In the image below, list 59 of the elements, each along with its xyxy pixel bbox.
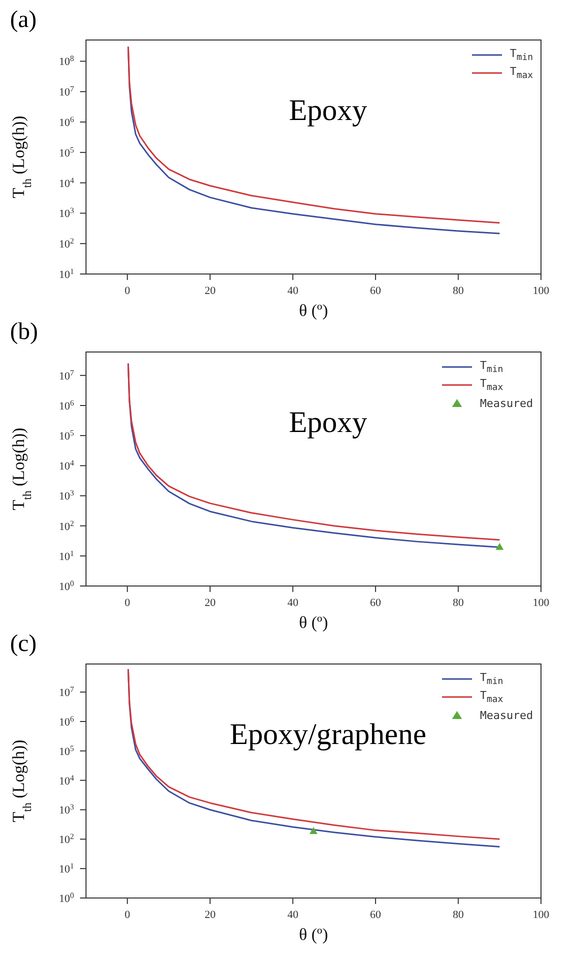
x-axis-title: θ (º) <box>299 925 328 944</box>
chart-title: (a) <box>9 7 38 33</box>
y-tick-label: 10$^{3}$ <box>59 802 74 817</box>
legend-label: T$_{max}$ <box>480 688 504 706</box>
x-tick-label: 40 <box>287 909 299 921</box>
x-tick-label: 0 <box>124 285 131 297</box>
y-tick-label: 10$^{8}$ <box>59 54 74 68</box>
y-tick-label: 10$^{7}$ <box>59 368 74 382</box>
y-tick-label: 10$^{4}$ <box>59 772 74 788</box>
y-tick-label: 10$^{5}$ <box>59 428 74 443</box>
y-tick-label: 10$^{6}$ <box>59 114 74 130</box>
y-tick-label: 10$^{1}$ <box>59 548 74 563</box>
x-tick-label: 0 <box>124 909 131 921</box>
y-tick-label: 10$^{4}$ <box>59 175 74 190</box>
x-tick-label: 0 <box>124 597 131 609</box>
y-tick-label: 10$^{1}$ <box>59 861 74 876</box>
chart-title: (c) <box>9 631 38 657</box>
y-tick-label: 10$^{3}$ <box>59 488 74 503</box>
y-tick-label: 10$^{6}$ <box>59 714 74 728</box>
legend-label: T$_{min}$ <box>510 46 533 64</box>
x-tick-label: 60 <box>370 597 382 609</box>
chart-title: (b) <box>9 319 39 345</box>
y-tick-label: 10$^{5}$ <box>59 743 74 758</box>
y-tick-label: 10$^{0}$ <box>59 578 74 593</box>
x-tick-label: 80 <box>452 597 464 609</box>
y-tick-label: 10$^{7}$ <box>59 684 74 700</box>
y-tick-label: 10$^{3}$ <box>59 206 74 220</box>
y-tick-label: 10$^{5}$ <box>59 144 74 160</box>
x-tick-label: 80 <box>452 285 464 297</box>
x-tick-label: 60 <box>370 285 382 297</box>
y-tick-label: 10$^{6}$ <box>59 398 74 412</box>
x-tick-label: 20 <box>204 285 216 297</box>
x-tick-label: 100 <box>532 597 550 609</box>
legend-label: T$_{max}$ <box>510 64 533 82</box>
y-tick-label: 10$^{2}$ <box>59 236 74 251</box>
x-tick-label: 20 <box>204 597 216 609</box>
legend-label: T$_{min}$ <box>480 670 504 688</box>
x-tick-label: 60 <box>370 909 382 921</box>
legend-label: Measured <box>480 708 533 722</box>
legend-label: T$_{min}$ <box>480 358 504 376</box>
x-tick-label: 40 <box>287 285 299 297</box>
x-tick-label: 40 <box>287 597 299 609</box>
x-tick-label: 20 <box>204 909 216 921</box>
y-tick-label: 10$^{2}$ <box>59 832 74 846</box>
x-axis-title: θ (º) <box>299 301 328 320</box>
y-tick-label: 10$^{4}$ <box>59 458 74 473</box>
x-tick-label: 100 <box>532 909 550 921</box>
y-tick-label: 10$^{0}$ <box>59 890 74 905</box>
legend-label: Measured <box>480 396 533 410</box>
legend-label: T$_{max}$ <box>480 376 504 394</box>
annotation: Epoxy <box>288 94 368 128</box>
annotation: Epoxy/graphene <box>230 718 426 752</box>
y-tick-label: 10$^{7}$ <box>59 84 74 99</box>
x-tick-label: 100 <box>532 285 550 297</box>
y-tick-label: 10$^{2}$ <box>59 518 74 533</box>
x-axis-title: θ (º) <box>299 613 328 632</box>
annotation: Epoxy <box>288 406 368 440</box>
x-tick-label: 80 <box>452 909 464 921</box>
y-tick-label: 10$^{1}$ <box>59 266 74 281</box>
